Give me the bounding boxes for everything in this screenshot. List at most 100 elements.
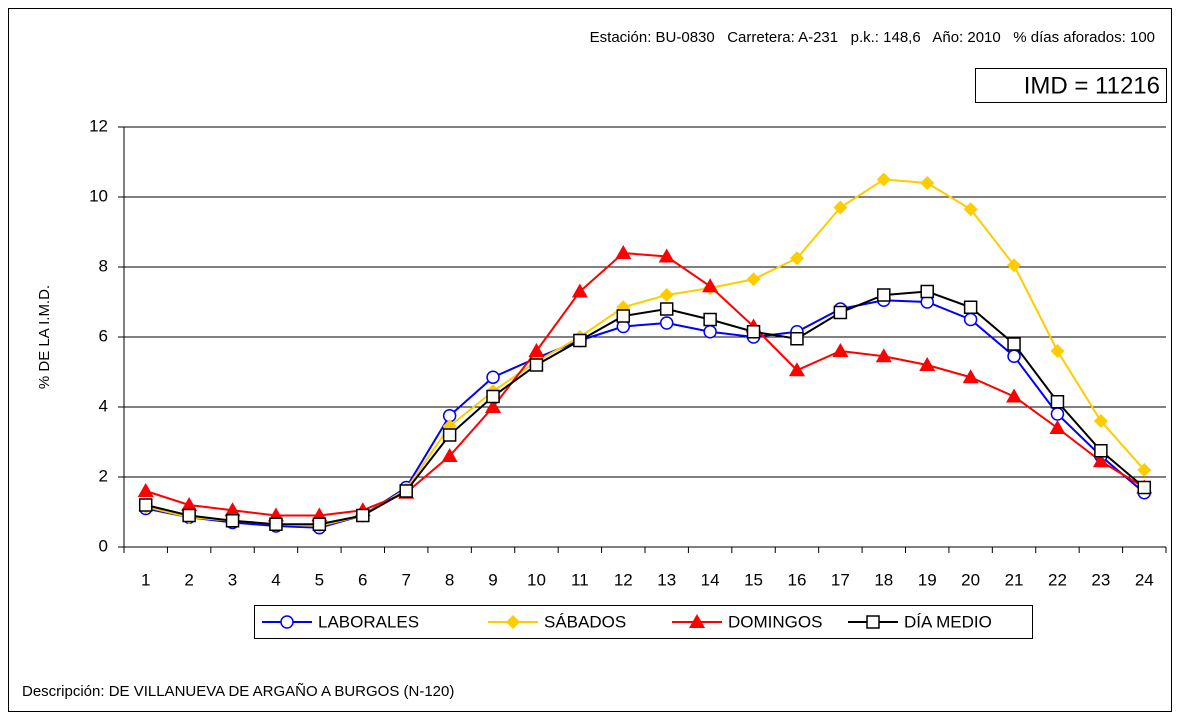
data-point xyxy=(1007,258,1022,273)
x-tick-label: 23 xyxy=(1091,570,1110,589)
y-tick-label: 8 xyxy=(99,256,108,275)
y-tick-label: 0 xyxy=(99,536,108,555)
data-point xyxy=(181,497,198,511)
data-point xyxy=(137,483,154,497)
x-tick-label: 6 xyxy=(358,570,367,589)
data-point xyxy=(528,343,545,357)
data-point xyxy=(703,325,717,339)
data-point xyxy=(876,172,891,187)
annotation: IMD = 11216 xyxy=(1024,72,1160,99)
x-tick-label: 15 xyxy=(744,570,763,589)
data-point xyxy=(1137,463,1152,477)
x-tick-label: 16 xyxy=(787,570,806,589)
data-point xyxy=(746,325,761,339)
data-point xyxy=(875,348,892,363)
x-tick-label: 5 xyxy=(315,570,324,589)
data-point xyxy=(225,514,240,528)
y-axis-label: % DE LA I.M.D. xyxy=(36,285,53,389)
legend-label: SÁBADOS xyxy=(544,612,626,631)
data-point xyxy=(919,357,936,371)
data-point xyxy=(442,428,457,442)
x-tick-label: 17 xyxy=(831,570,850,589)
x-tick-label: 14 xyxy=(701,570,720,589)
description: Descripción: DE VILLANUEVA DE ARGAÑO A B… xyxy=(22,683,454,700)
data-point xyxy=(1050,407,1065,421)
x-tick-label: 19 xyxy=(918,570,937,589)
series-line xyxy=(145,251,1145,517)
data-point xyxy=(485,399,502,413)
data-point xyxy=(832,343,849,357)
data-point xyxy=(1092,453,1109,468)
data-point xyxy=(615,245,632,259)
data-point xyxy=(877,288,891,302)
x-tick-label: 3 xyxy=(228,570,237,589)
data-point xyxy=(658,248,675,263)
data-point xyxy=(1093,414,1108,428)
legend-label: DÍA MEDIO xyxy=(904,612,992,631)
data-point xyxy=(573,333,587,348)
data-point xyxy=(182,508,196,523)
subtitle: Estación: BU-0830 Carretera: A-231 p.k.:… xyxy=(590,29,1155,46)
data-point xyxy=(1050,344,1065,358)
data-point xyxy=(441,448,458,462)
data-point xyxy=(399,484,413,498)
data-point xyxy=(746,272,761,287)
data-point xyxy=(963,300,978,314)
x-tick-label: 22 xyxy=(1048,570,1067,589)
legend-marker xyxy=(506,615,520,629)
data-point xyxy=(1137,480,1152,495)
data-point xyxy=(1050,395,1065,409)
data-point xyxy=(486,370,500,384)
legend-label: LABORALES xyxy=(318,612,419,631)
y-tick-label: 6 xyxy=(99,326,108,345)
data-point xyxy=(356,508,370,523)
x-tick-label: 1 xyxy=(141,570,150,589)
legend-label: DOMINGOS xyxy=(728,612,822,631)
data-point xyxy=(659,316,674,330)
series-line xyxy=(145,178,1146,528)
data-point xyxy=(1049,420,1066,434)
data-point xyxy=(659,302,674,316)
y-tick-label: 10 xyxy=(89,186,108,205)
data-point xyxy=(963,312,978,327)
data-point xyxy=(833,200,848,215)
x-tick-label: 11 xyxy=(571,570,589,589)
data-point xyxy=(790,332,804,346)
x-tick-label: 2 xyxy=(184,570,193,589)
y-tick-label: 4 xyxy=(99,396,108,415)
data-point xyxy=(789,251,804,266)
x-tick-label: 4 xyxy=(271,570,280,589)
data-point xyxy=(138,498,153,512)
series-line xyxy=(145,290,1145,526)
data-point xyxy=(920,284,934,299)
x-tick-label: 24 xyxy=(1135,570,1154,589)
data-point xyxy=(1094,444,1108,458)
data-point xyxy=(702,278,719,293)
data-point xyxy=(659,288,674,302)
data-point xyxy=(269,517,283,531)
data-point xyxy=(571,283,588,298)
x-tick-label: 13 xyxy=(657,570,676,589)
data-point xyxy=(962,369,979,384)
y-tick-label: 2 xyxy=(99,466,108,485)
series-line xyxy=(145,299,1145,529)
data-point xyxy=(920,176,935,190)
y-tick-label: 12 xyxy=(89,116,108,135)
data-point xyxy=(529,358,544,372)
data-point xyxy=(1007,349,1021,363)
x-tick-label: 10 xyxy=(527,570,546,589)
x-tick-label: 12 xyxy=(614,570,633,589)
x-tick-label: 21 xyxy=(1005,570,1024,589)
data-point xyxy=(963,202,978,217)
data-point xyxy=(1007,337,1021,351)
data-point xyxy=(788,362,805,377)
x-tick-label: 9 xyxy=(488,570,497,589)
data-point xyxy=(616,309,631,323)
legend-marker xyxy=(280,615,294,629)
data-point xyxy=(224,502,241,517)
x-tick-label: 8 xyxy=(445,570,454,589)
annotation-box xyxy=(975,68,1167,103)
data-point xyxy=(486,389,500,404)
x-tick-label: 20 xyxy=(961,570,980,589)
